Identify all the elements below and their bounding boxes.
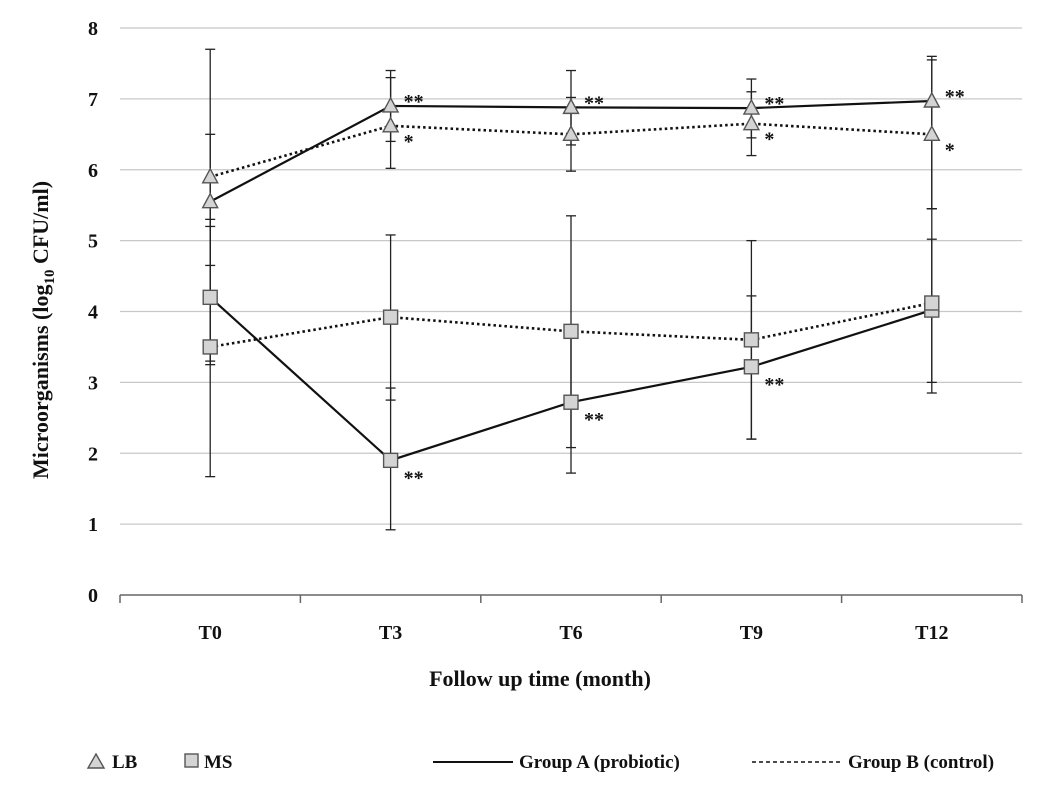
significance-label: * [764,129,774,151]
significance-label: ** [764,93,784,115]
legend-lb-marker [86,752,106,769]
y-tick-label: 0 [88,585,98,607]
y-tick-label: 7 [88,89,98,111]
data-point [381,116,400,133]
x-axis-title: Follow up time (month) [429,666,651,691]
data-point [202,339,218,355]
y-tick-label: 1 [88,514,98,536]
legend-ms-marker [184,753,199,768]
significance-label: ** [584,409,604,431]
legend-group-b-label: Group B (control) [848,752,994,773]
data-point [562,97,580,115]
data-point [201,167,219,184]
legend-ms-label: MS [204,752,233,773]
legend: LB MS Group A (probiotic) Group B (contr… [86,752,994,773]
data-markers [201,91,941,469]
data-point [382,309,399,325]
data-point [202,289,218,306]
x-tick-label: T9 [740,622,763,644]
y-tick-label: 4 [88,302,98,324]
data-point [382,452,399,469]
data-point [742,114,761,131]
axes: 0 1 2 3 4 5 6 7 8 T0 T3 T6 T9 T12 [88,18,1023,644]
x-tick-label: T6 [559,622,582,644]
data-point [563,323,579,340]
significance-label: ** [404,467,424,489]
data-point [924,295,940,311]
data-point [923,91,941,108]
data-point [201,192,219,209]
y-axis-title: Microorganisms (log10 CFU/ml) [28,181,58,479]
x-tick-label: T0 [199,622,222,644]
significance-labels: ** ** ** *** * ******* [404,86,965,489]
error-bars [205,48,937,531]
significance-label: ** [945,86,965,108]
y-tick-label: 6 [88,160,98,182]
legend-group-a-label: Group A (probiotic) [519,752,680,773]
significance-label: ** [404,91,424,113]
y-tick-label: 5 [88,231,98,253]
y-tick-label: 3 [88,372,98,394]
data-point [563,394,579,410]
data-point [743,332,760,348]
data-point [743,359,760,375]
legend-lb-label: LB [112,752,138,773]
x-tick-label: T3 [379,622,402,644]
y-tick-label: 8 [88,18,98,40]
data-point [562,124,580,142]
data-point [742,98,761,115]
x-tick-label: T12 [915,622,948,644]
significance-label: * [945,139,955,161]
data-point [923,124,941,142]
data-point [381,96,400,113]
y-tick-label: 2 [88,443,98,465]
significance-label: * [404,131,414,153]
significance-label: ** [584,92,604,114]
significance-label: ** [764,374,784,396]
